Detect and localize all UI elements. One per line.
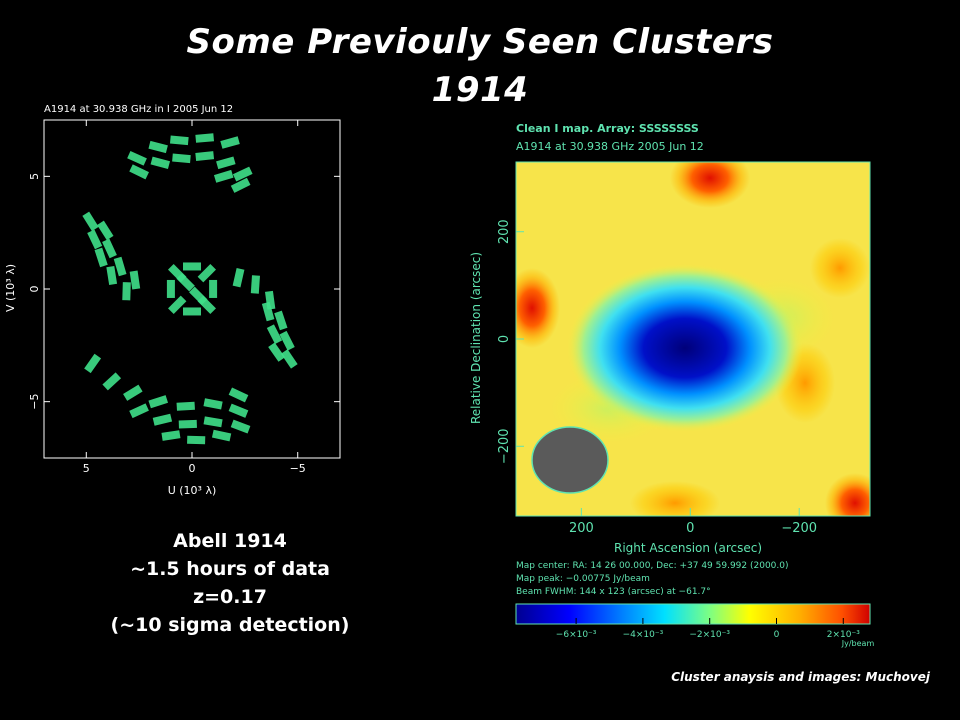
- uv-sample-point: [183, 307, 201, 316]
- colorbar-tick-label: 0: [774, 630, 780, 640]
- uv-sample-point: [195, 133, 215, 143]
- uv-sample-point: [232, 166, 253, 182]
- uv-sample-point: [168, 295, 187, 315]
- map-y-label: Relative Declination (arcsec): [469, 252, 483, 424]
- caption-line-2: ~1.5 hours of data: [130, 558, 330, 580]
- uv-sample-point: [230, 177, 251, 193]
- uv-sample-point: [266, 324, 283, 344]
- map-x-tick-label: 0: [686, 521, 694, 536]
- uv-x-ticks: 5 0 −5: [83, 120, 306, 475]
- uv-sample-point: [161, 430, 181, 441]
- map-info-beam: Beam FWHM: 144 x 123 (arcsec) at −61.7°: [516, 587, 711, 597]
- uv-sample-point: [183, 262, 201, 271]
- uv-sample-point: [268, 342, 286, 362]
- uv-sample-point: [197, 264, 217, 283]
- map-title: Clean I map. Array: SSSSSSSS: [516, 122, 699, 135]
- map-x-tick-label: −200: [781, 521, 817, 536]
- uv-sample-point: [261, 301, 275, 322]
- uv-sample-point: [106, 265, 118, 285]
- uv-sample-point: [97, 220, 114, 241]
- map-x-tick-label: 200: [569, 521, 594, 536]
- uv-y-tick-label: 5: [28, 173, 41, 180]
- colorbar-tick-label: −2×10⁻³: [689, 630, 730, 640]
- uv-x-label: U (10³ λ): [168, 484, 217, 497]
- uv-sample-point: [250, 275, 260, 294]
- uv-points-group: [82, 133, 298, 445]
- uv-title: A1914 at 30.938 GHz in I 2005 Jun 12: [44, 104, 233, 115]
- uv-sample-point: [209, 279, 218, 298]
- uv-sample-point: [122, 282, 131, 301]
- caption-line-3: z=0.17: [193, 586, 267, 608]
- map-x-ticks: 200 0 −200: [569, 508, 817, 536]
- colorbar-unit: Jy/beam: [841, 639, 875, 648]
- uv-sample-point: [148, 395, 169, 409]
- map-info-peak: Map peak: −0.00775 Jy/beam: [516, 574, 650, 584]
- map-y-tick-label: −200: [497, 428, 512, 464]
- map-y-ticks: 200 0 −200: [497, 219, 524, 464]
- uv-y-label: V (10³ λ): [4, 264, 17, 312]
- uv-sample-point: [129, 270, 141, 290]
- map-subtitle: A1914 at 30.938 GHz 2005 Jun 12: [516, 140, 704, 153]
- uv-sample-point: [274, 310, 288, 331]
- uv-sample-point: [280, 349, 298, 369]
- map-x-label: Right Ascension (arcsec): [614, 541, 762, 555]
- uv-sample-point: [203, 398, 223, 410]
- uv-sample-point: [94, 247, 108, 268]
- uv-x-tick-label: 0: [189, 462, 196, 475]
- uv-sample-point: [203, 416, 223, 428]
- uv-sample-point: [84, 353, 102, 374]
- uv-sample-point: [176, 273, 195, 292]
- uv-sample-point: [216, 156, 236, 170]
- uv-y-tick-label: −5: [28, 394, 41, 410]
- uv-sample-point: [213, 169, 234, 183]
- uv-sample-point: [228, 387, 249, 403]
- uv-sample-point: [230, 419, 251, 434]
- caption-line-4: (~10 sigma detection): [110, 614, 350, 636]
- uv-x-tick-label: 5: [83, 462, 90, 475]
- slide-title: Some Previouly Seen Clusters: [186, 22, 774, 62]
- uv-sample-point: [87, 229, 103, 250]
- uv-coverage-chart: A1914 at 30.938 GHz in I 2005 Jun 12 5 0 −…: [4, 104, 341, 497]
- uv-sample-point: [102, 238, 117, 259]
- uv-sample-point: [172, 153, 191, 164]
- image-credit: Cluster anaysis and images: Muchovej: [671, 670, 930, 684]
- map-y-tick-label: 200: [497, 219, 512, 244]
- uv-sample-point: [279, 330, 295, 351]
- uv-sample-point: [187, 435, 206, 445]
- colorbar-tick-label: −4×10⁻³: [623, 630, 664, 640]
- uv-y-ticks: 5 0 −5: [28, 173, 340, 410]
- colorbar-ticks: −6×10⁻³ −4×10⁻³ −2×10⁻³ 0 2×10⁻³: [556, 618, 860, 640]
- uv-sample-point: [129, 164, 149, 180]
- colorbar: [515, 603, 871, 625]
- uv-sample-point: [220, 136, 240, 149]
- caption-line-1: Abell 1914: [173, 530, 287, 552]
- uv-y-tick-label: 0: [28, 286, 41, 293]
- slide-subtitle: 1914: [431, 70, 529, 110]
- beam-ellipse: [531, 426, 609, 494]
- colorbar-tick-label: 2×10⁻³: [827, 630, 860, 640]
- uv-sample-point: [166, 279, 175, 298]
- uv-x-tick-label: −5: [290, 462, 306, 475]
- colorbar-tick-label: −6×10⁻³: [556, 630, 597, 640]
- uv-sample-point: [189, 286, 208, 305]
- uv-sample-point: [232, 268, 245, 288]
- uv-sample-point: [176, 401, 195, 411]
- uv-sample-point: [123, 384, 143, 401]
- uv-sample-point: [150, 156, 171, 170]
- uv-sample-point: [82, 211, 99, 232]
- uv-sample-point: [169, 135, 189, 146]
- uv-sample-point: [129, 403, 149, 419]
- uv-sample-point: [127, 150, 147, 166]
- uv-sample-point: [178, 419, 197, 429]
- map-y-tick-label: 0: [497, 335, 512, 343]
- uv-sample-point: [148, 140, 168, 154]
- uv-sample-point: [228, 403, 249, 418]
- uv-sample-point: [152, 413, 173, 426]
- clean-map-chart: Clean I map. Array: SSSSSSSS A1914 at 30…: [469, 122, 875, 648]
- uv-sample-point: [102, 372, 122, 391]
- uv-sample-point: [113, 256, 127, 277]
- map-info-center: Map center: RA: 14 26 00.000, Dec: +37 4…: [516, 561, 789, 571]
- uv-sample-point: [211, 429, 232, 442]
- uv-sample-point: [195, 151, 215, 161]
